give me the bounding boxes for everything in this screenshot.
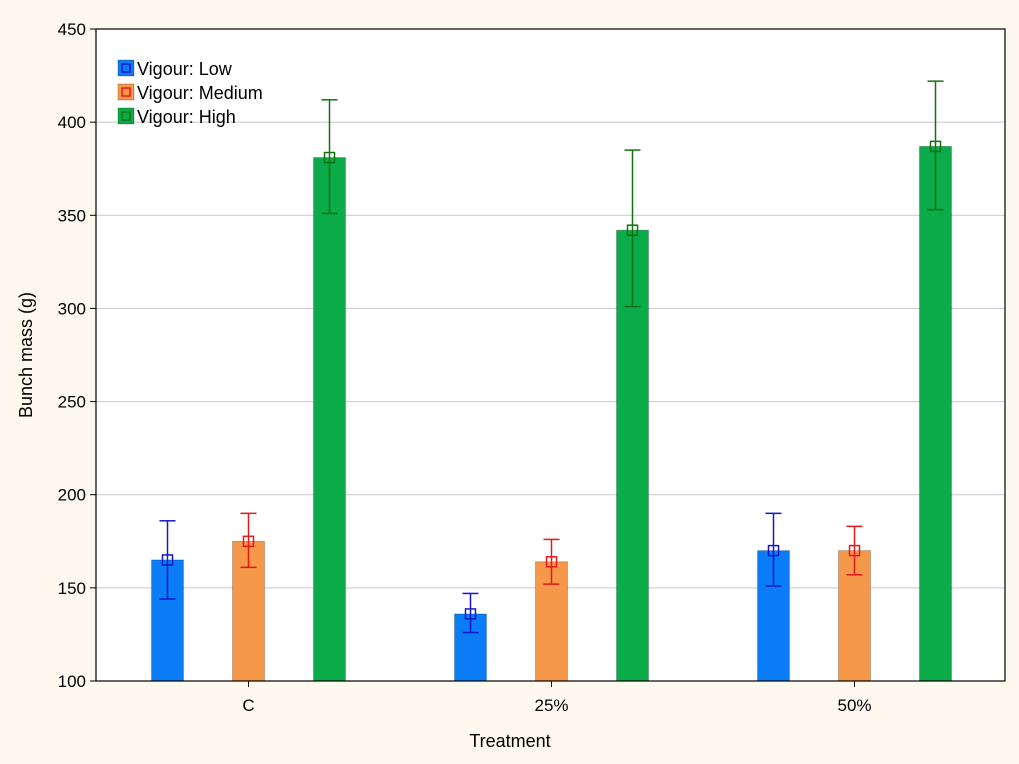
error-bar: [624, 149, 641, 308]
error-bar: [159, 520, 176, 600]
error-bar: [543, 538, 560, 585]
y-tick-label: 200: [58, 486, 86, 505]
y-tick-label: 150: [58, 579, 86, 598]
y-tick-label: 300: [58, 299, 86, 318]
error-bar: [927, 80, 944, 211]
y-tick-label: 100: [58, 672, 86, 691]
error-bar: [765, 512, 782, 587]
x-axis: C 25% 50%: [242, 681, 872, 715]
legend-marker: [121, 111, 131, 121]
mean-marker: [767, 544, 780, 557]
y-tick-label: 250: [58, 393, 86, 412]
x-tick-label: 25%: [534, 696, 568, 715]
mean-marker: [626, 224, 639, 236]
legend-swatch: [117, 59, 135, 77]
x-tick-label: C: [242, 696, 254, 715]
x-tick-label: 50%: [837, 696, 871, 715]
legend-entry: Vigour: Medium: [117, 83, 263, 103]
legend-swatch: [117, 107, 135, 125]
y-axis-title: Bunch mass (g): [16, 292, 36, 418]
legend-swatch: [117, 83, 135, 101]
mean-marker: [545, 556, 558, 568]
y-axis: 100 150 200 250 300 350 400 450: [58, 20, 96, 691]
bar: [313, 157, 346, 682]
error-bar: [846, 525, 863, 576]
legend-label: Vigour: Medium: [137, 83, 263, 103]
legend-entry: Vigour: High: [117, 107, 236, 127]
y-tick-label: 450: [58, 20, 86, 39]
x-axis-title: Treatment: [469, 731, 550, 751]
mean-marker: [929, 140, 942, 153]
mean-marker: [848, 544, 861, 557]
legend: Vigour: Low Vigour: Medium Vigour: High: [117, 59, 263, 127]
error-bar: [462, 592, 479, 634]
legend-entry: Vigour: Low: [117, 59, 233, 79]
y-tick-label: 350: [58, 206, 86, 225]
bar: [919, 145, 952, 682]
legend-label: Vigour: High: [137, 107, 236, 127]
plot-frame: [95, 28, 1006, 682]
legend-label: Vigour: Low: [137, 59, 233, 79]
legend-marker: [121, 87, 131, 97]
error-bar: [240, 512, 257, 569]
error-bar: [321, 99, 338, 215]
bars: [151, 145, 952, 682]
mean-marker: [161, 554, 174, 566]
error-bars: [159, 80, 944, 634]
y-tick-label: 400: [58, 113, 86, 132]
legend-marker: [121, 63, 131, 73]
mean-marker: [242, 535, 255, 548]
mean-marker: [323, 151, 336, 164]
mean-marker: [464, 608, 477, 620]
